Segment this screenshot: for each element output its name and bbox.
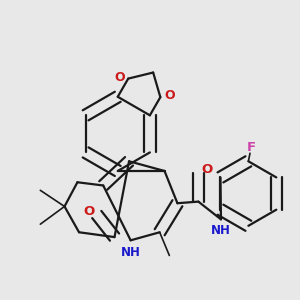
- Text: O: O: [164, 89, 175, 102]
- Text: O: O: [114, 70, 124, 83]
- Text: F: F: [247, 141, 256, 154]
- Text: O: O: [83, 205, 94, 218]
- Text: O: O: [202, 163, 213, 176]
- Text: NH: NH: [121, 246, 141, 259]
- Text: NH: NH: [211, 224, 231, 237]
